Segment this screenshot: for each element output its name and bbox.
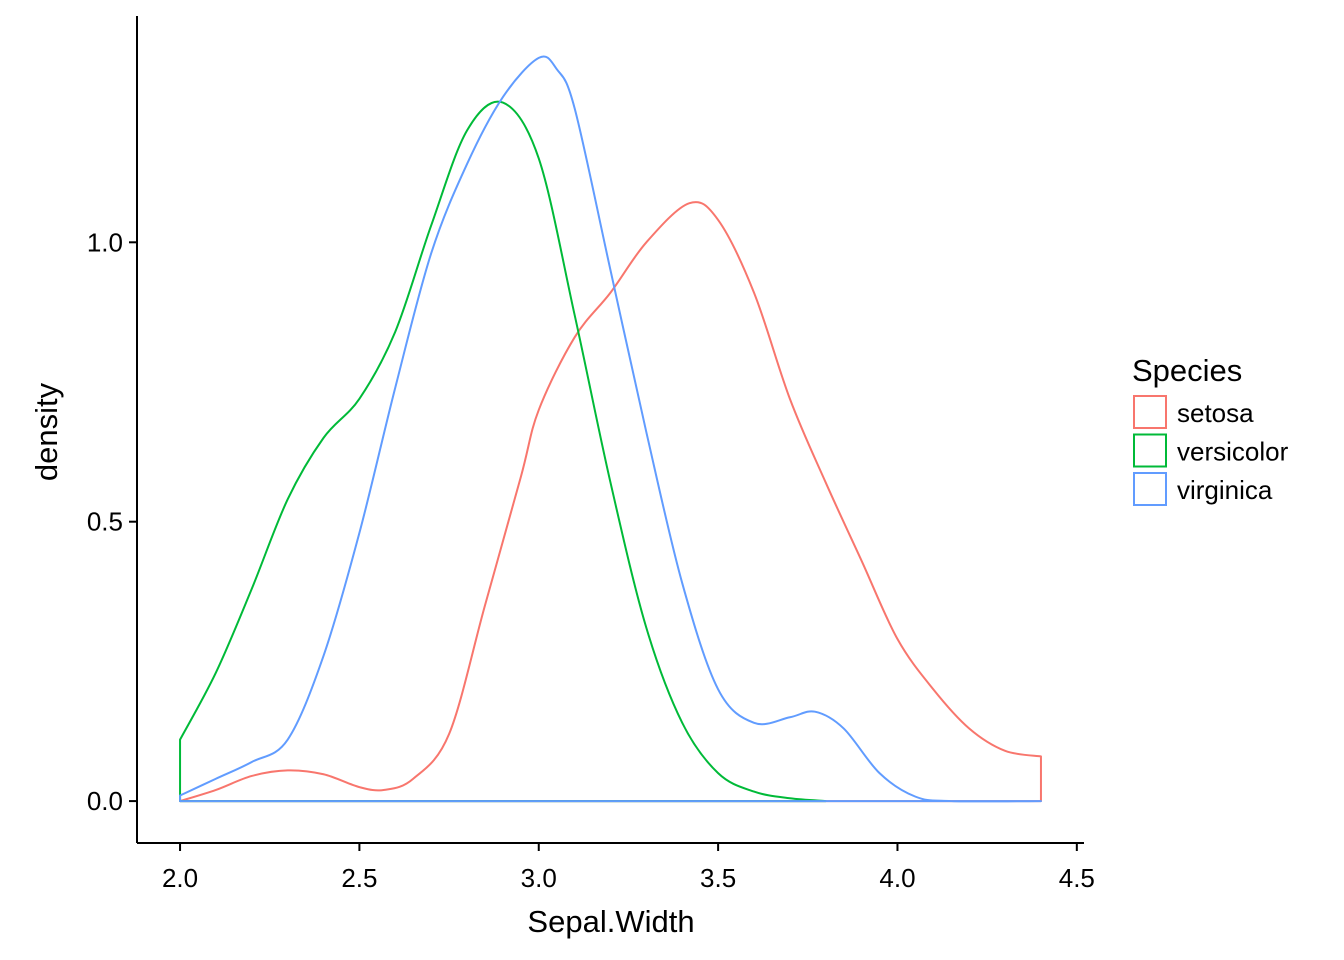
x-axis-ticks: 2.0 2.5 3.0 3.5 4.0 4.5 xyxy=(162,843,1095,893)
x-tick-label: 4.0 xyxy=(879,863,915,893)
y-tick-label: 0.5 xyxy=(87,507,123,537)
x-tick-label: 2.5 xyxy=(341,863,377,893)
legend-title: Species xyxy=(1132,353,1242,388)
legend-items: setosa versicolor virginica xyxy=(1133,395,1289,506)
legend-label-setosa: setosa xyxy=(1177,398,1254,428)
x-tick-label: 3.0 xyxy=(521,863,557,893)
legend-label-versicolor: versicolor xyxy=(1177,437,1289,467)
x-tick-label: 3.5 xyxy=(700,863,736,893)
legend: Species setosa versicolor virginica xyxy=(1132,353,1289,506)
density-curve-virginica xyxy=(179,55,1042,803)
y-tick-label: 1.0 xyxy=(87,227,123,257)
y-axis-title: density xyxy=(29,382,64,481)
density-curves xyxy=(179,55,1042,803)
legend-label-virginica: virginica xyxy=(1177,475,1273,505)
legend-key-virginica xyxy=(1133,472,1167,506)
y-axis-ticks: 0.0 0.5 1.0 xyxy=(87,227,137,816)
legend-key-setosa xyxy=(1133,395,1167,429)
x-tick-label: 2.0 xyxy=(162,863,198,893)
x-tick-label: 4.5 xyxy=(1059,863,1095,893)
y-tick-label: 0.0 xyxy=(87,786,123,816)
density-curve-versicolor xyxy=(179,100,827,803)
legend-key-versicolor xyxy=(1133,433,1167,468)
plot-area: 2.0 2.5 3.0 3.5 4.0 4.5 0.0 0.5 1.0 xyxy=(87,16,1095,893)
density-curve-setosa xyxy=(179,201,1042,803)
x-axis-title: Sepal.Width xyxy=(527,904,694,939)
